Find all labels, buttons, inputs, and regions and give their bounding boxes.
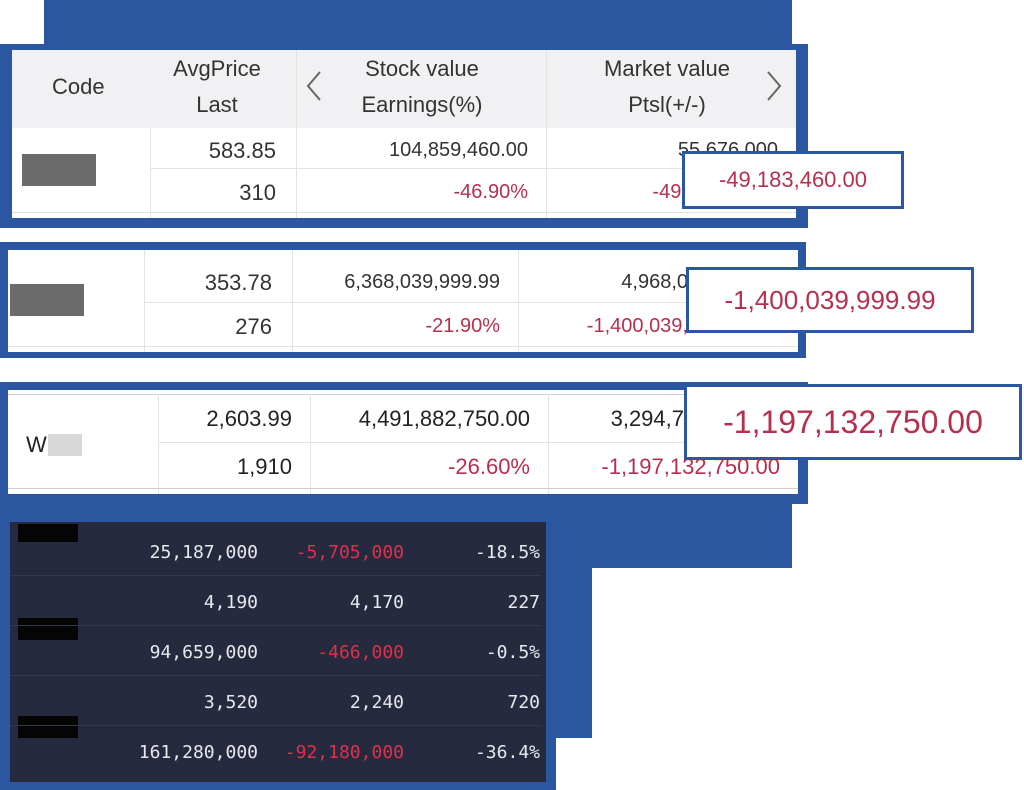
row3-avg-price: 2,603.99 xyxy=(206,406,292,431)
backdrop-top xyxy=(44,0,792,44)
header-avgprice: AvgPrice xyxy=(173,56,261,81)
chevron-right-icon[interactable] xyxy=(762,68,786,104)
row3-code-prefix: W xyxy=(26,432,47,457)
callout-ptsl-row1: -49,183,460.00 xyxy=(682,151,904,209)
row1-stock-value: 104,859,460.00 xyxy=(388,139,528,161)
holdings-table-panel-2: 353.78 276 6,368,039,999.99 -21.90% 4,96… xyxy=(8,250,798,352)
row3-earnings: -26.60% xyxy=(448,454,530,479)
dark-row-col3: 227 xyxy=(507,592,540,613)
holdings-table-panel-3: W 2,603.99 1,910 4,491,882,750.00 -26.60… xyxy=(8,390,798,494)
header-market-value: Market value xyxy=(604,56,730,81)
masked-stock-code xyxy=(18,524,78,542)
dark-row-col1: 3,520 xyxy=(203,692,258,713)
holdings-table-panel-1: Code AvgPrice Last Stock value Earnings(… xyxy=(12,50,796,218)
row2-avg-price: 353.78 xyxy=(204,270,272,295)
dark-row-col2: -92,180,000 xyxy=(284,742,404,763)
dark-row: 25,187,000 -5,705,000 -18.5% xyxy=(10,526,542,576)
row2-earnings: -21.90% xyxy=(425,315,501,337)
dark-row-col1: 25,187,000 xyxy=(149,542,258,563)
row1-ptsl: -49,1 xyxy=(652,181,698,203)
callout-ptsl-row3: -1,197,132,750.00 xyxy=(684,384,1022,460)
masked-stock-code xyxy=(18,618,78,640)
dark-row-col3: 720 xyxy=(507,692,540,713)
dark-row-col2: -466,000 xyxy=(317,642,404,663)
header-last: Last xyxy=(196,92,238,117)
dark-row: 4,190 4,170 227 xyxy=(10,576,542,626)
header-ptsl: Ptsl(+/-) xyxy=(628,92,706,117)
dark-row-col3: -0.5% xyxy=(485,642,540,663)
row2-market-value: 4,968,0 xyxy=(621,271,688,293)
masked-stock-code xyxy=(48,434,82,456)
row3-market-value: 3,294,7 xyxy=(610,406,684,431)
row1-earnings: -46.90% xyxy=(453,181,529,203)
row3-stock-value: 4,491,882,750.00 xyxy=(358,406,530,431)
dark-row-col1: 4,190 xyxy=(203,592,258,613)
dark-row-col3: -36.4% xyxy=(474,742,540,763)
row2-stock-value: 6,368,039,999.99 xyxy=(344,271,500,293)
dark-row: 3,520 2,240 720 xyxy=(10,676,542,726)
dark-row-col2: 4,170 xyxy=(349,592,404,613)
masked-stock-code xyxy=(10,284,84,316)
row3-last: 1,910 xyxy=(236,454,292,479)
dark-row: 161,280,000 -92,180,000 -36.4% xyxy=(10,726,542,776)
dark-row: 94,659,000 -466,000 -0.5% xyxy=(10,626,542,676)
row2-ptsl: -1,400,039, xyxy=(586,315,688,337)
header-code: Code xyxy=(52,74,105,99)
masked-stock-code xyxy=(18,716,78,738)
dark-row-col2: 2,240 xyxy=(349,692,404,713)
dark-row-col2: -5,705,000 xyxy=(295,542,404,563)
row2-last: 276 xyxy=(235,314,272,339)
chevron-left-icon[interactable] xyxy=(302,68,326,104)
header-stock-value: Stock value xyxy=(365,56,479,81)
dark-holdings-table: 25,187,000 -5,705,000 -18.5% 4,190 4,170… xyxy=(10,522,546,782)
dark-row-col3: -18.5% xyxy=(474,542,540,563)
table-header xyxy=(12,50,796,128)
row1-avg-price: 583.85 xyxy=(208,138,276,163)
masked-stock-code xyxy=(22,154,96,186)
dark-row-col1: 161,280,000 xyxy=(138,742,258,763)
callout-ptsl-row2: -1,400,039,999.99 xyxy=(686,267,974,333)
row1-last: 310 xyxy=(239,180,276,205)
header-earnings: Earnings(%) xyxy=(361,92,483,117)
dark-row-col1: 94,659,000 xyxy=(149,642,258,663)
